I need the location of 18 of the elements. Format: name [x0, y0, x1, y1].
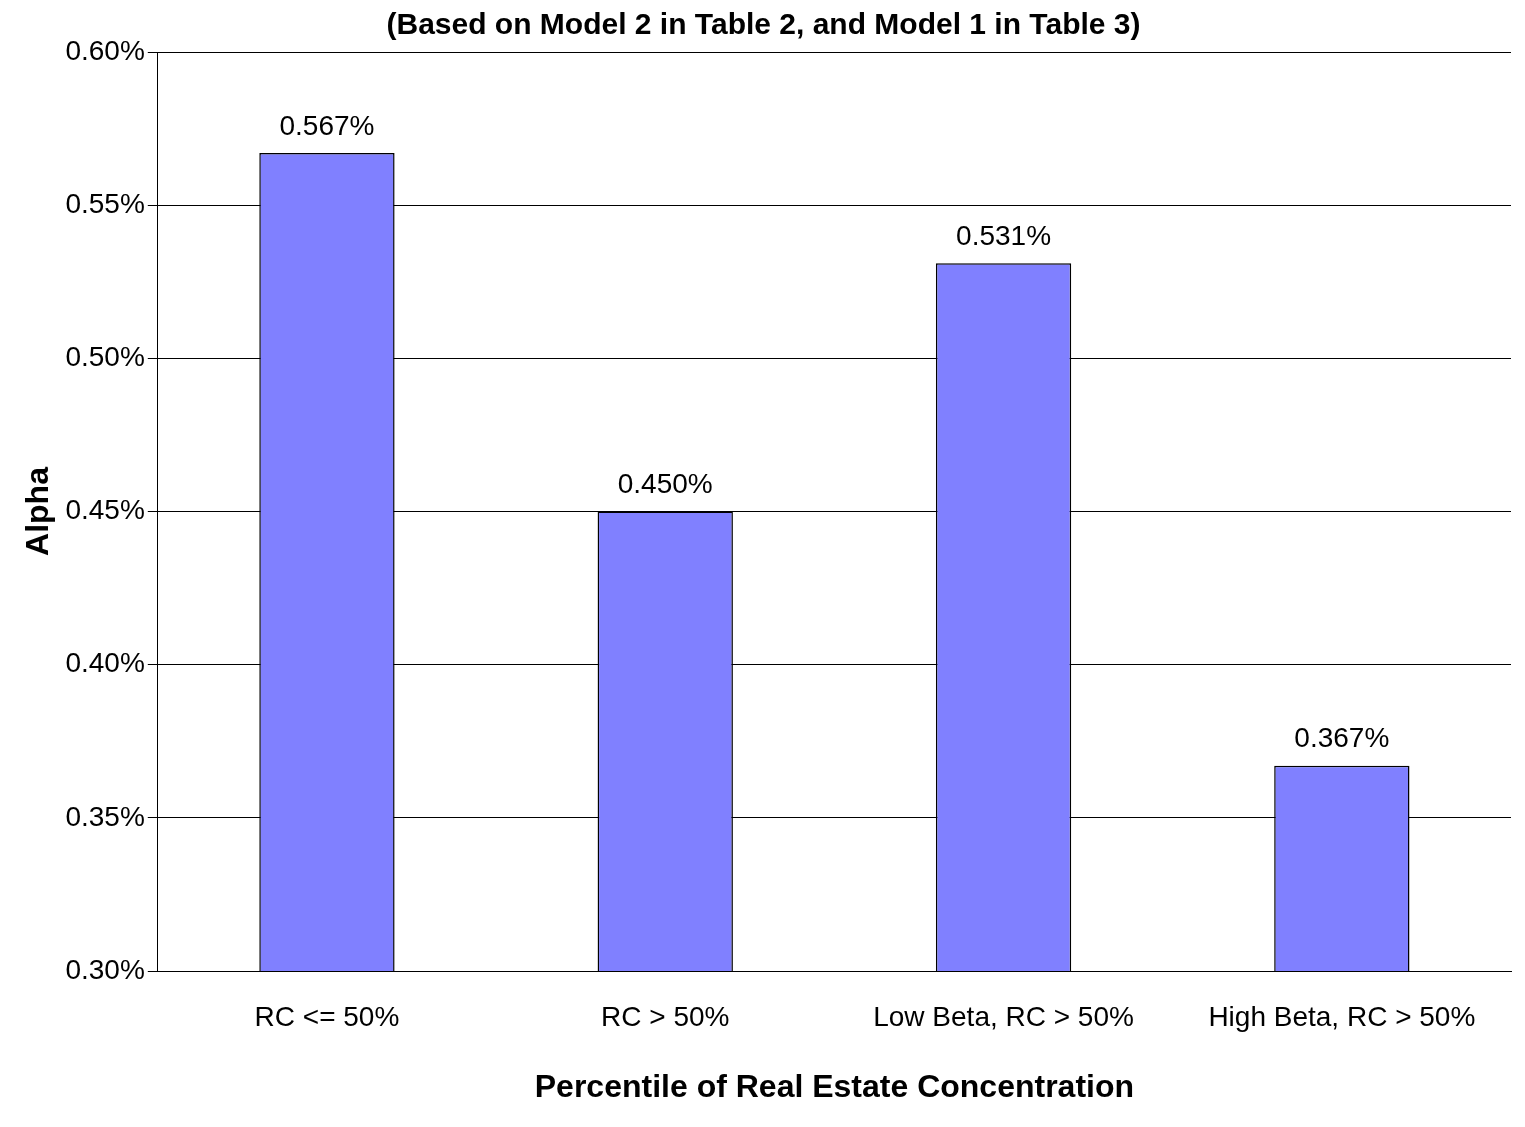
y-tick-label: 0.30% — [65, 953, 145, 985]
y-tick-label: 0.40% — [65, 647, 145, 679]
y-tick-label: 0.55% — [65, 187, 145, 219]
x-tick-label: Low Beta, RC > 50% — [873, 1000, 1134, 1032]
x-tick-label: RC > 50% — [601, 1000, 730, 1032]
data-label: 0.531% — [956, 220, 1052, 252]
data-label: 0.450% — [617, 468, 713, 500]
data-label: 0.567% — [279, 109, 375, 141]
y-tick-label: 0.60% — [65, 34, 145, 66]
x-tick-label: RC <= 50% — [254, 1000, 400, 1032]
x-axis-title: Percentile of Real Estate Concentration — [534, 1067, 1135, 1104]
x-tick-label: High Beta, RC > 50% — [1208, 1000, 1476, 1032]
y-axis-title: Alpha — [19, 466, 56, 556]
chart-title: (Based on Model 2 in Table 2, and Model 1 in Table 3) — [386, 7, 1141, 41]
y-tick-label: 0.35% — [65, 800, 145, 832]
y-tick-label: 0.50% — [65, 341, 145, 373]
y-tick-label: 0.45% — [65, 494, 145, 526]
data-label: 0.367% — [1294, 722, 1390, 754]
